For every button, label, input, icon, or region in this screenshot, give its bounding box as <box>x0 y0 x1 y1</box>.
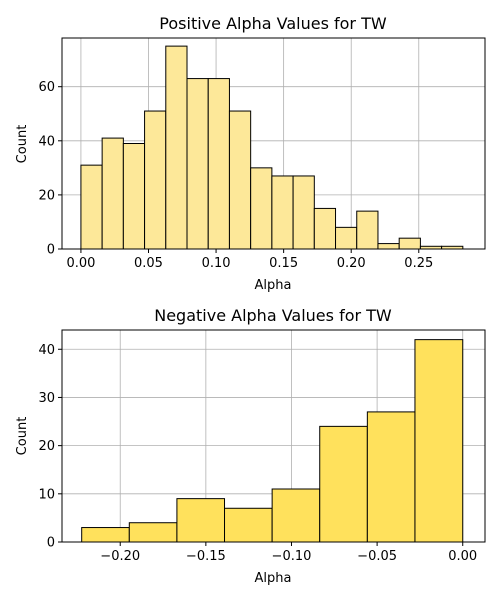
histogram-bar <box>271 175 294 250</box>
y-tick-label: 0 <box>47 243 55 258</box>
histogram-bar <box>224 507 273 543</box>
x-tick-label: −0.10 <box>272 549 312 564</box>
histogram-bar <box>335 226 358 250</box>
histogram-bar <box>144 110 167 250</box>
histogram-bar <box>398 237 421 250</box>
histogram-bar <box>292 175 315 250</box>
x-tick-label: 0.00 <box>66 256 95 271</box>
y-axis-label: Count <box>15 125 30 164</box>
x-axis-label: Alpha <box>255 278 292 293</box>
histogram-bar <box>366 411 416 543</box>
x-axis-label: Alpha <box>255 571 292 586</box>
y-tick-label: 40 <box>38 343 55 358</box>
plot-frame <box>61 329 486 543</box>
histogram-bar <box>186 78 209 250</box>
y-axis-label: Count <box>15 417 30 456</box>
x-tick-label: 0.15 <box>269 256 298 271</box>
histogram-bar <box>128 522 178 543</box>
histogram-bar <box>228 110 252 250</box>
y-tick-label: 30 <box>38 391 55 406</box>
negative-alpha-histogram: Negative Alpha Values for TW Alpha Count… <box>15 306 486 586</box>
y-tick-label: 20 <box>38 188 55 203</box>
x-tick-label: 0.00 <box>448 549 477 564</box>
y-tick-label: 40 <box>38 134 55 149</box>
histogram-bar <box>377 243 400 250</box>
x-tick-label: 0.25 <box>404 256 433 271</box>
plot-frame <box>61 37 486 250</box>
chart-title: Positive Alpha Values for TW <box>159 14 387 33</box>
histogram-bar <box>313 207 337 250</box>
histogram-bar <box>80 164 103 250</box>
x-tick-label: 0.05 <box>134 256 163 271</box>
histogram-bar <box>319 425 368 543</box>
histogram-bar <box>250 167 273 250</box>
histogram-bar <box>414 339 464 543</box>
histogram-bar <box>207 78 230 250</box>
histogram-bar <box>101 137 124 250</box>
chart-title: Negative Alpha Values for TW <box>154 306 392 325</box>
x-tick-label: −0.20 <box>100 549 140 564</box>
y-tick-label: 10 <box>38 487 55 502</box>
histogram-bar <box>81 527 130 543</box>
y-tick-label: 20 <box>38 439 55 454</box>
x-tick-label: 0.20 <box>337 256 366 271</box>
x-tick-label: −0.15 <box>186 549 226 564</box>
y-tick-label: 0 <box>47 536 55 551</box>
histogram-bar <box>271 488 321 543</box>
histogram-bar <box>122 143 146 250</box>
histogram-bar <box>176 498 226 543</box>
positive-alpha-histogram: Positive Alpha Values for TW Alpha Count… <box>15 14 486 293</box>
x-tick-label: −0.05 <box>357 549 397 564</box>
y-tick-label: 60 <box>38 80 55 95</box>
histogram-bar <box>356 210 379 250</box>
x-tick-label: 0.10 <box>202 256 231 271</box>
histogram-bar <box>165 45 188 250</box>
